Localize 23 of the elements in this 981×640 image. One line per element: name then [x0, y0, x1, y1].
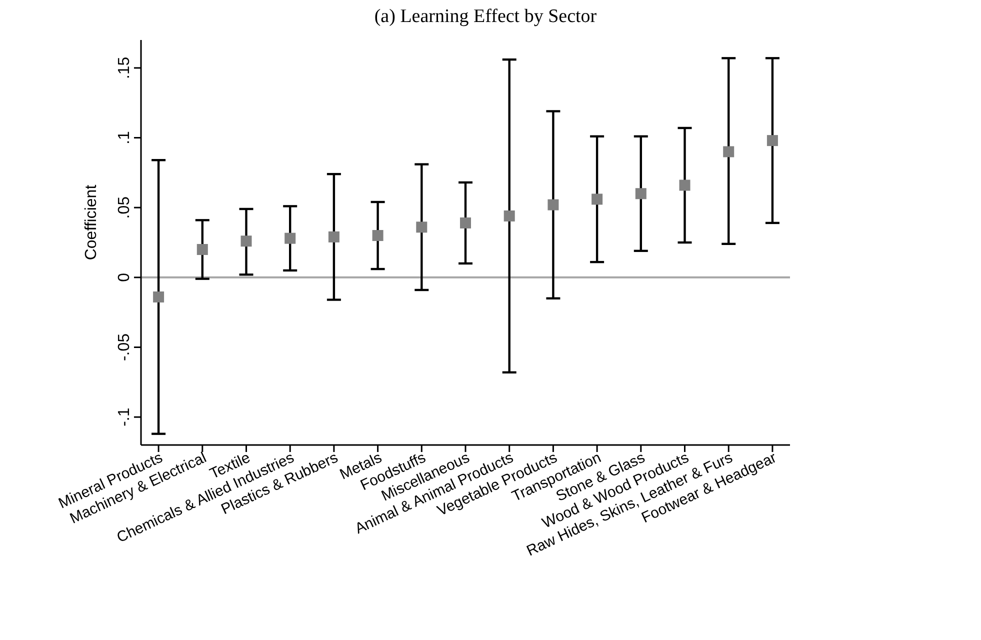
point — [548, 199, 559, 210]
y-tick-label: .05 — [116, 196, 133, 219]
point — [766, 135, 778, 146]
point — [196, 244, 208, 255]
y-axis-title: Coefficient — [83, 184, 100, 260]
point — [679, 180, 690, 191]
y-tick-label: -.1 — [116, 408, 133, 426]
point — [592, 194, 603, 205]
point — [416, 222, 428, 233]
chart-title: (a) Learning Effect by Sector — [374, 6, 598, 27]
point — [240, 236, 252, 247]
point — [460, 217, 471, 228]
y-tick-label: .1 — [116, 130, 133, 144]
point — [372, 230, 384, 242]
y-tick-label: -.05 — [116, 333, 133, 362]
point — [153, 291, 164, 302]
point — [723, 146, 734, 158]
point — [504, 210, 515, 222]
point — [635, 188, 646, 200]
y-tick-label: 0 — [116, 272, 133, 282]
point — [284, 232, 296, 244]
point — [328, 231, 340, 242]
y-tick-label: .15 — [116, 56, 133, 80]
